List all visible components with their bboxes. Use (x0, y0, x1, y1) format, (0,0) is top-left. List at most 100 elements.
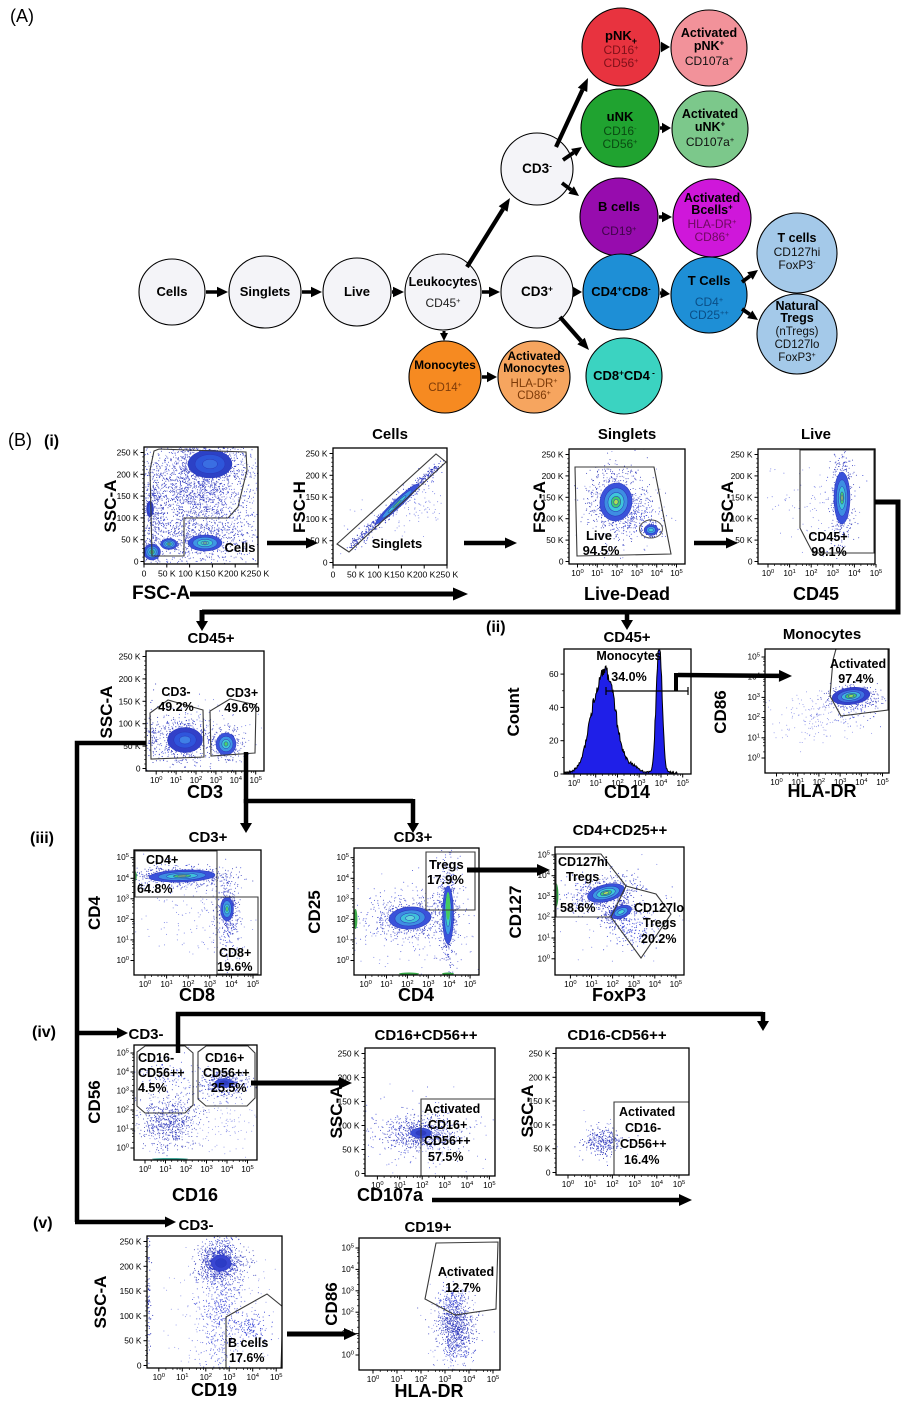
svg-text:150 K: 150 K (201, 569, 224, 579)
svg-text:97.4%: 97.4% (838, 672, 873, 686)
svg-text:49.6%: 49.6% (224, 701, 259, 715)
svg-text:FSC-A: FSC-A (718, 481, 737, 533)
svg-text:Tregs: Tregs (643, 916, 676, 930)
svg-text:250 K: 250 K (247, 569, 270, 579)
svg-text:Activated: Activated (682, 107, 738, 121)
svg-text:CD45+: CD45+ (603, 629, 650, 646)
svg-text:0: 0 (137, 1361, 142, 1371)
svg-text:CD14: CD14 (604, 782, 650, 802)
svg-text:Monocytes: Monocytes (503, 361, 565, 375)
svg-text:250 K: 250 K (542, 450, 564, 460)
svg-text:SSC-A: SSC-A (327, 1086, 346, 1139)
svg-text:CD4+: CD4+ (146, 853, 178, 867)
svg-text:(ii): (ii) (486, 619, 506, 636)
svg-text:0: 0 (331, 570, 336, 580)
svg-text:250 K: 250 K (119, 652, 141, 662)
svg-text:CD16-: CD16- (138, 1051, 174, 1065)
svg-text:99.1%: 99.1% (811, 545, 846, 559)
svg-text:CD3-: CD3- (178, 1217, 213, 1234)
svg-text:Monocytes: Monocytes (596, 649, 661, 663)
svg-text:200 K: 200 K (542, 471, 564, 481)
svg-text:Activated: Activated (681, 26, 737, 40)
svg-text:100 K: 100 K (178, 569, 201, 579)
svg-text:uNK: uNK (607, 109, 634, 124)
svg-text:Activated: Activated (619, 1105, 675, 1119)
svg-text:250 K: 250 K (117, 448, 139, 458)
svg-text:CD127: CD127 (506, 886, 525, 939)
svg-text:CD8: CD8 (179, 985, 215, 1005)
svg-text:CD19+: CD19+ (601, 224, 636, 238)
svg-text:CD45: CD45 (793, 584, 839, 604)
svg-text:CD56++: CD56++ (203, 1066, 250, 1080)
svg-text:CD19+: CD19+ (404, 1219, 451, 1236)
svg-text:0: 0 (748, 557, 753, 567)
svg-text:CD19: CD19 (191, 1380, 237, 1400)
svg-text:(v): (v) (33, 1215, 53, 1232)
svg-text:Live: Live (344, 284, 370, 299)
svg-text:250 K: 250 K (338, 1049, 360, 1059)
svg-text:Live: Live (801, 426, 831, 443)
svg-text:250 K: 250 K (120, 1237, 142, 1247)
svg-text:250 K: 250 K (731, 450, 753, 460)
svg-text:0: 0 (134, 557, 139, 567)
svg-text:64.8%: 64.8% (137, 882, 172, 896)
svg-text:FSC-A: FSC-A (132, 583, 190, 604)
svg-text:200 K: 200 K (119, 674, 141, 684)
svg-text:CD86+: CD86+ (517, 389, 551, 402)
svg-text:100 K: 100 K (119, 719, 141, 729)
svg-text:CD16: CD16 (172, 1185, 218, 1205)
svg-text:CD3+: CD3+ (189, 829, 228, 846)
svg-text:Tregs: Tregs (780, 311, 813, 325)
svg-text:CD107a+: CD107a+ (686, 135, 734, 149)
svg-text:0: 0 (136, 764, 141, 774)
svg-text:0: 0 (355, 1169, 360, 1179)
svg-text:Monocytes: Monocytes (783, 626, 861, 643)
svg-text:Activated: Activated (438, 1265, 494, 1279)
svg-text:20.2%: 20.2% (641, 932, 676, 946)
svg-text:FoxP3+: FoxP3+ (778, 351, 815, 364)
svg-text:57.5%: 57.5% (428, 1150, 463, 1164)
svg-text:(i): (i) (44, 433, 59, 450)
svg-text:0: 0 (559, 557, 564, 567)
svg-text:100 K: 100 K (367, 570, 390, 580)
svg-text:SSC-A: SSC-A (101, 480, 120, 533)
svg-text:(A): (A) (10, 6, 34, 26)
svg-text:CD56++: CD56++ (424, 1134, 471, 1148)
svg-text:200 K: 200 K (529, 1072, 551, 1082)
svg-text:T cells: T cells (778, 231, 817, 245)
svg-text:SSC-A: SSC-A (518, 1085, 537, 1138)
svg-text:Monocytes: Monocytes (414, 358, 476, 372)
svg-text:CD3-: CD3- (161, 685, 190, 699)
svg-text:94.5%: 94.5% (583, 543, 620, 558)
svg-text:CD3+: CD3+ (226, 686, 258, 700)
svg-text:CD56+: CD56+ (602, 137, 637, 151)
svg-text:4.5%: 4.5% (138, 1081, 167, 1095)
svg-text:Cells: Cells (156, 284, 187, 299)
svg-text:B cells: B cells (228, 1336, 268, 1350)
svg-text:150 K: 150 K (120, 1286, 142, 1296)
svg-text:CD45+: CD45+ (187, 630, 234, 647)
svg-text:200 K: 200 K (338, 1073, 360, 1083)
svg-text:Leukocytes: Leukocytes (409, 275, 478, 289)
svg-text:T Cells: T Cells (688, 273, 731, 288)
svg-text:CD16+: CD16+ (205, 1051, 244, 1065)
svg-text:FoxP3: FoxP3 (592, 985, 646, 1005)
svg-text:(iii): (iii) (30, 830, 54, 847)
svg-text:17.9%: 17.9% (427, 872, 464, 887)
svg-text:250 K: 250 K (436, 570, 459, 580)
svg-text:50 K: 50 K (342, 1145, 360, 1155)
svg-text:Tregs: Tregs (566, 870, 599, 884)
svg-text:CD3+: CD3+ (394, 829, 433, 846)
svg-text:CD14+: CD14+ (428, 381, 462, 394)
svg-text:CD86: CD86 (711, 690, 730, 733)
svg-text:Live: Live (586, 528, 612, 543)
svg-text:200 K: 200 K (117, 469, 139, 479)
svg-text:CD4: CD4 (85, 895, 104, 930)
svg-text:CD16-CD56++: CD16-CD56++ (567, 1027, 666, 1044)
svg-text:CD3-: CD3- (128, 1026, 163, 1043)
svg-text:200 K: 200 K (731, 471, 753, 481)
svg-text:CD25: CD25 (305, 890, 324, 933)
svg-text:Count: Count (504, 687, 523, 736)
svg-text:CD56++: CD56++ (138, 1066, 185, 1080)
svg-text:CD86: CD86 (322, 1282, 341, 1325)
